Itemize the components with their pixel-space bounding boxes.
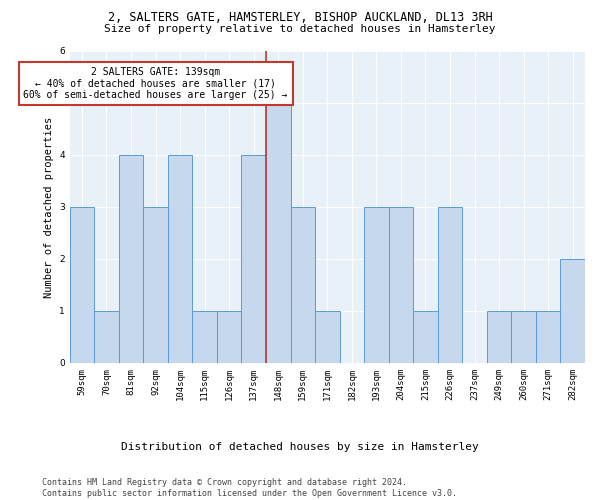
- Bar: [290, 207, 315, 363]
- Bar: [413, 311, 438, 363]
- Bar: [94, 311, 119, 363]
- Text: Distribution of detached houses by size in Hamsterley: Distribution of detached houses by size …: [121, 442, 479, 452]
- Bar: [266, 103, 290, 363]
- Text: 2 SALTERS GATE: 139sqm
← 40% of detached houses are smaller (17)
60% of semi-det: 2 SALTERS GATE: 139sqm ← 40% of detached…: [23, 66, 288, 100]
- Bar: [241, 155, 266, 363]
- Bar: [560, 259, 585, 363]
- Bar: [119, 155, 143, 363]
- Text: Size of property relative to detached houses in Hamsterley: Size of property relative to detached ho…: [104, 24, 496, 34]
- Y-axis label: Number of detached properties: Number of detached properties: [44, 116, 53, 298]
- Text: 2, SALTERS GATE, HAMSTERLEY, BISHOP AUCKLAND, DL13 3RH: 2, SALTERS GATE, HAMSTERLEY, BISHOP AUCK…: [107, 11, 493, 24]
- Bar: [168, 155, 193, 363]
- Text: Contains HM Land Registry data © Crown copyright and database right 2024.
Contai: Contains HM Land Registry data © Crown c…: [42, 478, 457, 498]
- Bar: [487, 311, 511, 363]
- Bar: [389, 207, 413, 363]
- Bar: [364, 207, 389, 363]
- Bar: [536, 311, 560, 363]
- Bar: [438, 207, 463, 363]
- Bar: [143, 207, 168, 363]
- Bar: [217, 311, 241, 363]
- Bar: [193, 311, 217, 363]
- Bar: [511, 311, 536, 363]
- Bar: [315, 311, 340, 363]
- Bar: [70, 207, 94, 363]
